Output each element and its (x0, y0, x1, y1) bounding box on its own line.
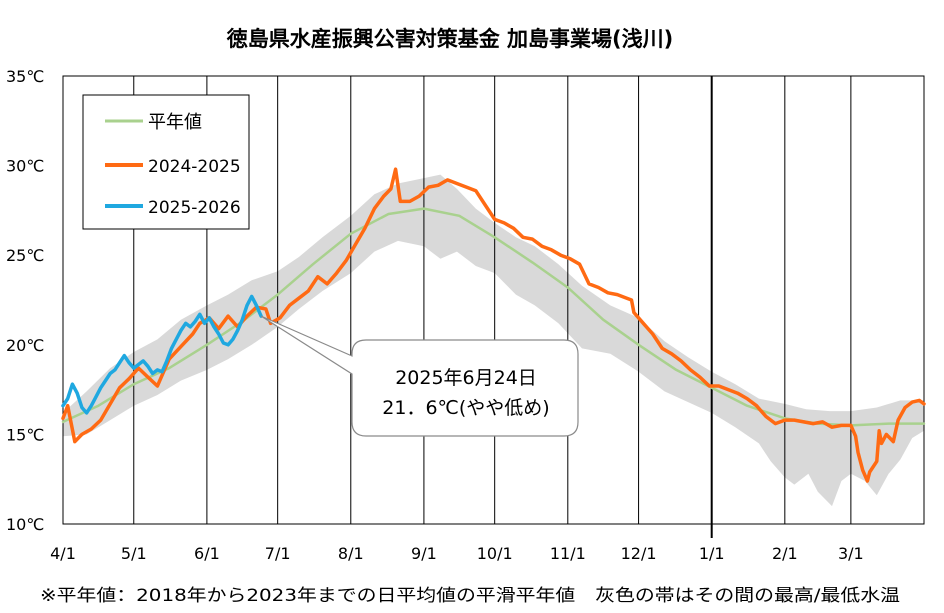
x-tick-label: 11/1 (550, 544, 586, 563)
legend-label-normal: 平年値 (148, 112, 202, 133)
min-max-band (63, 174, 924, 507)
callout-bubble (260, 315, 579, 437)
x-tick-label: 4/1 (50, 544, 76, 563)
x-tick-label: 2/1 (772, 544, 798, 563)
y-tick-label: 20℃ (6, 336, 44, 355)
x-tick-label: 1/1 (699, 544, 725, 563)
x-tick-label: 12/1 (621, 544, 657, 563)
callout-value-text: 21．6℃(やや低め) (382, 397, 549, 419)
series-line-2024-2025 (61, 167, 926, 483)
x-tick-label: 8/1 (338, 544, 364, 563)
legend-label-2024-2025: 2024-2025 (148, 157, 241, 177)
y-tick-label: 15℃ (6, 425, 44, 444)
x-axis-tick-labels: 4/1 5/1 6/1 7/1 8/1 9/1 10/1 11/1 12/1 1/1 2/1 3/1 (50, 544, 864, 563)
y-tick-label: 30℃ (6, 157, 44, 176)
plot-area-frame (62, 75, 925, 525)
callout-date-text: 2025年6月24日 (395, 367, 537, 389)
x-tick-label: 6/1 (194, 544, 220, 563)
x-tick-label: 3/1 (838, 544, 864, 563)
min-max-band-layer (63, 174, 924, 507)
legend-label-2025-2026: 2025-2026 (148, 198, 241, 218)
x-tick-label: 9/1 (411, 544, 437, 563)
y-tick-label: 25℃ (6, 246, 44, 265)
series-line-2025-2026 (61, 294, 263, 415)
y-tick-label: 35℃ (6, 67, 44, 86)
series-layer (61, 167, 926, 483)
annotation-callout: 2025年6月24日 21．6℃(やや低め) (260, 315, 579, 437)
legend: 平年値 2024-2025 2025-2026 (82, 94, 250, 230)
x-tick-label: 5/1 (121, 544, 147, 563)
x-tick-label: 10/1 (477, 544, 513, 563)
x-tick-label: 7/1 (265, 544, 291, 563)
series-line-normal (61, 207, 926, 427)
chart-title: 徳島県水産振興公害対策基金 加島事業場(浅川) (226, 27, 674, 51)
chart-footnote: ※平年値：2018年から2023年までの日平均値の平滑平年値 灰色の帯はその間の… (40, 586, 900, 606)
y-axis-tick-labels: 10℃ 15℃ 20℃ 25℃ 30℃ 35℃ (6, 67, 44, 534)
y-tick-label: 10℃ (6, 515, 44, 534)
